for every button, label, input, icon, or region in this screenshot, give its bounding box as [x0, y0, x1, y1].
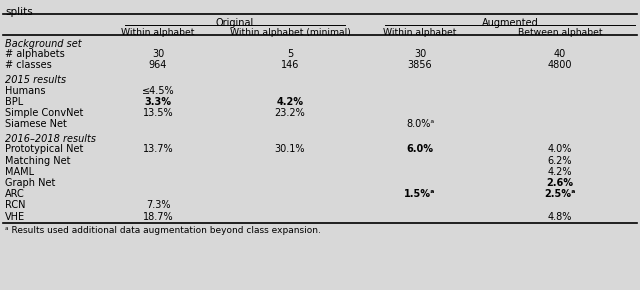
Text: Augmented: Augmented — [482, 18, 538, 28]
Text: 4.0%: 4.0% — [548, 144, 572, 155]
Text: # classes: # classes — [5, 60, 52, 70]
Text: Within alphabet (minimal): Within alphabet (minimal) — [230, 28, 350, 37]
Text: 18.7%: 18.7% — [143, 212, 173, 222]
Text: RCN: RCN — [5, 200, 26, 211]
Text: 40: 40 — [554, 49, 566, 59]
Text: 6.0%: 6.0% — [406, 144, 433, 155]
Text: 1.5%ᵃ: 1.5%ᵃ — [404, 189, 436, 199]
Text: 13.5%: 13.5% — [143, 108, 173, 118]
Text: Original: Original — [216, 18, 254, 28]
Text: 3.3%: 3.3% — [145, 97, 172, 107]
Text: 4.2%: 4.2% — [276, 97, 303, 107]
Text: Simple ConvNet: Simple ConvNet — [5, 108, 83, 118]
Text: 4.2%: 4.2% — [548, 167, 572, 177]
Text: 30.1%: 30.1% — [275, 144, 305, 155]
Text: Prototypical Net: Prototypical Net — [5, 144, 83, 155]
Text: BPL: BPL — [5, 97, 23, 107]
Text: 3856: 3856 — [408, 60, 432, 70]
Text: 7.3%: 7.3% — [146, 200, 170, 211]
Text: 30: 30 — [152, 49, 164, 59]
Text: 8.0%ᵃ: 8.0%ᵃ — [406, 119, 434, 129]
Text: 2.5%ᵃ: 2.5%ᵃ — [544, 189, 576, 199]
Text: Between alphabet: Between alphabet — [518, 28, 602, 37]
Text: 13.7%: 13.7% — [143, 144, 173, 155]
Text: splits: splits — [5, 7, 33, 17]
Text: VHE: VHE — [5, 212, 25, 222]
Text: Graph Net: Graph Net — [5, 178, 56, 188]
Text: Matching Net: Matching Net — [5, 156, 70, 166]
Text: Within alphabet: Within alphabet — [383, 28, 457, 37]
Text: Background set: Background set — [5, 39, 82, 49]
Text: Humans: Humans — [5, 86, 45, 96]
Text: ARC: ARC — [5, 189, 25, 199]
Text: Siamese Net: Siamese Net — [5, 119, 67, 129]
Text: 6.2%: 6.2% — [548, 156, 572, 166]
Text: Within alphabet: Within alphabet — [122, 28, 195, 37]
Text: 2015 results: 2015 results — [5, 75, 66, 86]
Text: 5: 5 — [287, 49, 293, 59]
Text: 30: 30 — [414, 49, 426, 59]
Text: 4.8%: 4.8% — [548, 212, 572, 222]
Text: # alphabets: # alphabets — [5, 49, 65, 59]
Text: 2016–2018 results: 2016–2018 results — [5, 134, 96, 144]
Text: 4800: 4800 — [548, 60, 572, 70]
Text: MAML: MAML — [5, 167, 34, 177]
Text: ≤4.5%: ≤4.5% — [141, 86, 174, 96]
Text: 23.2%: 23.2% — [275, 108, 305, 118]
Text: 964: 964 — [149, 60, 167, 70]
Text: 2.6%: 2.6% — [547, 178, 573, 188]
Text: 146: 146 — [281, 60, 299, 70]
Text: ᵃ Results used additional data augmentation beyond class expansion.: ᵃ Results used additional data augmentat… — [5, 226, 321, 235]
